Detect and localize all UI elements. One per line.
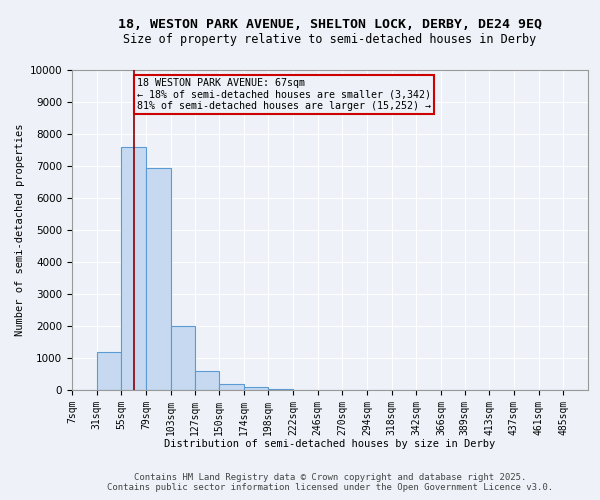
Text: 18, WESTON PARK AVENUE, SHELTON LOCK, DERBY, DE24 9EQ: 18, WESTON PARK AVENUE, SHELTON LOCK, DE… — [118, 18, 542, 30]
Bar — [219, 384, 244, 390]
Text: Size of property relative to semi-detached houses in Derby: Size of property relative to semi-detach… — [124, 32, 536, 46]
Bar — [244, 388, 268, 390]
Bar — [97, 352, 121, 390]
Text: Contains HM Land Registry data © Crown copyright and database right 2025.
Contai: Contains HM Land Registry data © Crown c… — [107, 473, 553, 492]
Bar — [146, 168, 170, 390]
Bar — [170, 326, 196, 390]
X-axis label: Distribution of semi-detached houses by size in Derby: Distribution of semi-detached houses by … — [164, 439, 496, 449]
Bar — [268, 389, 293, 390]
Bar — [196, 372, 219, 390]
Y-axis label: Number of semi-detached properties: Number of semi-detached properties — [16, 124, 25, 336]
Text: 18 WESTON PARK AVENUE: 67sqm
← 18% of semi-detached houses are smaller (3,342)
8: 18 WESTON PARK AVENUE: 67sqm ← 18% of se… — [137, 78, 431, 111]
Bar — [121, 147, 146, 390]
